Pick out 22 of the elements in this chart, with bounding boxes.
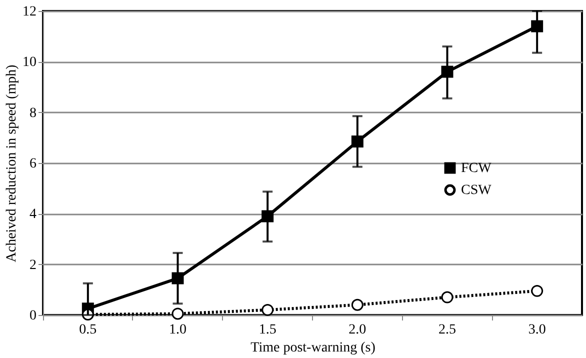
x-tick-label: 2.5 xyxy=(438,322,456,338)
point xyxy=(351,298,364,311)
x-tick-label: 3.0 xyxy=(528,322,546,338)
y-tick-label: 2 xyxy=(30,258,36,273)
y-tick-label: 8 xyxy=(30,106,36,121)
point xyxy=(262,304,274,316)
x-tick-label: 1.0 xyxy=(169,322,186,338)
x-tick-label: 1.5 xyxy=(258,322,276,338)
y-tick-label: 6 xyxy=(30,156,36,172)
legend-label: CSW xyxy=(461,183,492,198)
x-axis-title: Time post-warning (s) xyxy=(250,340,376,356)
y-tick-label: 0 xyxy=(30,308,36,324)
x-tick-label: 0.5 xyxy=(79,322,97,338)
y-axis-title: Acheived reduction in speed (mph) xyxy=(4,64,20,262)
y-tick-label: 10 xyxy=(22,55,36,70)
y-tick-label: 12 xyxy=(22,4,36,20)
y-tick-label: 4 xyxy=(30,207,36,222)
x-tick-label: 2.0 xyxy=(348,322,366,338)
point xyxy=(441,291,454,304)
point xyxy=(531,284,544,297)
point xyxy=(172,308,184,320)
legend-label: FCW xyxy=(461,161,492,176)
